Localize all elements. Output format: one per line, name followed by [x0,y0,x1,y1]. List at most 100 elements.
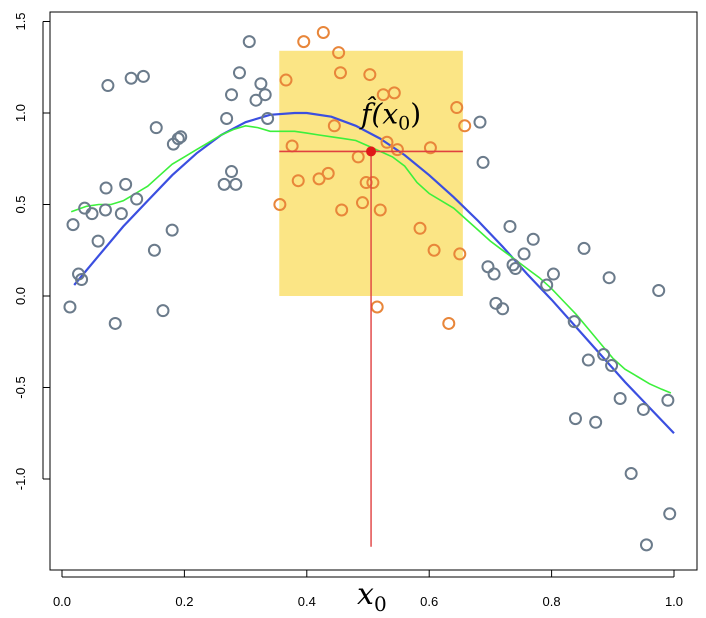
outside-point [540,278,554,292]
outside-point [249,93,263,107]
x0-label: x0 [357,577,387,616]
outside-point [663,507,677,521]
x-tick-label: 0.4 [298,594,316,609]
true-function-path [73,111,675,435]
outside-point [526,232,540,246]
outside-point [99,181,113,195]
inside-point [423,141,437,155]
inside-point [442,316,456,330]
y-tick-label: 1.5 [13,12,28,30]
inside-point [279,73,293,87]
outside-point [508,262,522,276]
outside-point [174,130,188,144]
outside-point [91,234,105,248]
outside-point [147,243,161,257]
outside-point [63,300,77,314]
outside-point [602,271,616,285]
inside-point [387,86,401,100]
outside-point [229,177,243,191]
inside-point [316,25,330,39]
inside-point [427,243,441,257]
x-tick-label: 0.6 [420,594,438,609]
outside-point [85,207,99,221]
inside-point [370,300,384,314]
outside-point [156,304,170,318]
fhat-label-sub: 0 [398,112,410,134]
inside-point [327,119,341,133]
inside-point [297,35,311,49]
outside-point [114,207,128,221]
inside-point [373,203,387,217]
outside-point [589,415,603,429]
outside-point [613,391,627,405]
inside-point [453,247,467,261]
y-tick-label: -0.5 [13,376,28,398]
outside-point [567,315,581,329]
inside-point [390,143,404,157]
outside-point [225,165,239,179]
outside-point [546,267,560,281]
outside-point [75,273,89,287]
outside-point [261,111,275,125]
outside-point [254,77,268,91]
outside-point [119,177,133,191]
x-tick-label: 0.8 [543,594,561,609]
inside-point [458,119,472,133]
y-tick-label: 0.5 [13,195,28,213]
axes: 0.0 0.2 0.4 0.6 0.8 1.0 -1.0 -0.5 0.0 0.5 1.0 1.5 [13,12,683,609]
outside-point [661,393,675,407]
inside-point [332,46,346,60]
outside-point [605,359,619,373]
outside-point [597,348,611,362]
outside-point [577,241,591,255]
outside-point [496,302,510,316]
inside-point [321,166,335,180]
x0-label-sub: 0 [374,592,387,616]
inside-point [335,203,349,217]
inside-point [363,68,377,82]
outside-point [66,218,80,232]
outside-point [476,155,490,169]
x-tick-label: 1.0 [665,594,683,609]
x-tick-label: 0.2 [175,594,193,609]
inside-point [450,101,464,115]
outside-point [149,121,163,135]
outside-point [258,88,272,102]
target-point [366,146,377,157]
outside-point [136,69,150,83]
outside-point [636,402,650,416]
outside-point [624,467,638,481]
outside-point [503,219,517,233]
inside-point [355,196,369,210]
outside-point [473,115,487,129]
inside-point [380,135,394,149]
outside-point [242,35,256,49]
inside-point [413,221,427,235]
outside-point [481,260,495,274]
outside-point [639,538,653,552]
outside-point [98,203,112,217]
plot-frame [49,11,698,571]
annotations: x0 f̂(x0) [357,96,421,616]
true-function-line [73,111,675,435]
fhat-label-main: f̂(x [359,96,398,130]
outside-point [568,412,582,426]
outside-point [581,353,595,367]
inside-point [273,198,287,211]
outside-point [101,79,115,93]
data-points [63,25,677,552]
y-tick-label: 1.0 [13,104,28,122]
x-tick-label: 0.0 [53,594,71,609]
y-tick-label: -1.0 [13,468,28,490]
fhat-label-close: ) [410,97,421,130]
outside-point [220,111,234,125]
inside-point [312,172,326,186]
inside-point [291,174,305,188]
outside-point [217,177,231,191]
outside-point [171,132,185,146]
outside-point [130,192,144,206]
outside-point [124,71,138,85]
inside-point [366,176,380,190]
fhat-label: f̂(x0) [359,96,421,134]
